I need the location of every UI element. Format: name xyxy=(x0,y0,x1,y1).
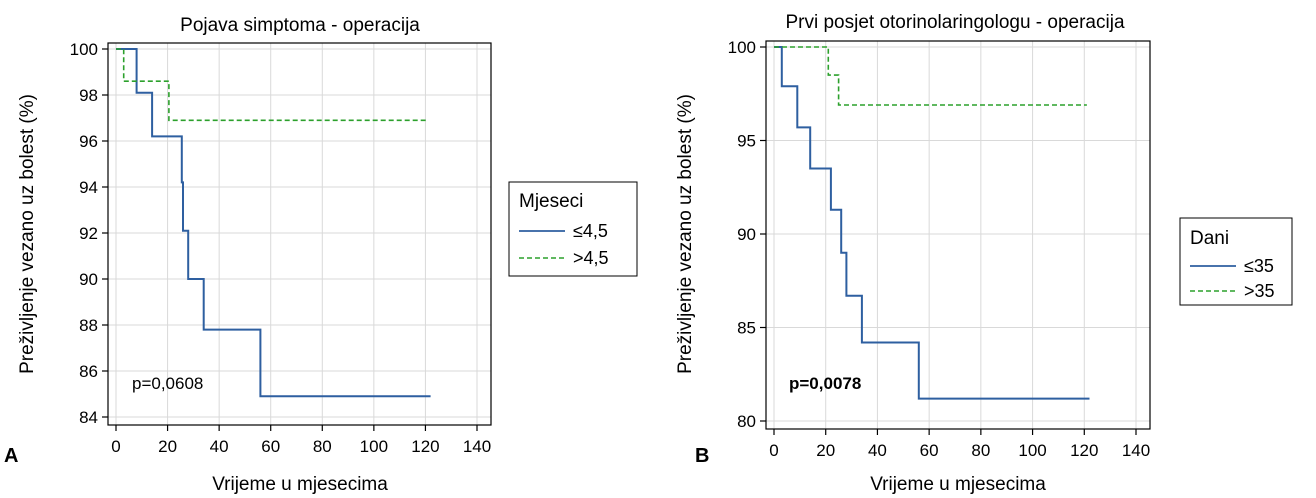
panel-b: Prvi posjet otorinolaringologu - operaci… xyxy=(675,12,1293,495)
y-tick-label: 85 xyxy=(737,319,756,338)
x-tick-label: 80 xyxy=(313,437,332,456)
plot-frame-b xyxy=(765,40,1151,430)
x-tick-label: 140 xyxy=(1122,441,1150,460)
y-tick-label: 100 xyxy=(728,38,756,57)
y-tick-label: 98 xyxy=(79,86,98,105)
series-line-b-2 xyxy=(774,46,1087,106)
legend-a: Mjeseci ≤4,5 >4,5 xyxy=(508,181,638,277)
legend-label-b-1: ≤35 xyxy=(1244,256,1274,276)
x-tick-label: 20 xyxy=(158,437,177,456)
legend-box-a xyxy=(508,181,638,277)
y-tick-label: 95 xyxy=(737,132,756,151)
legend-title-b: Dani xyxy=(1190,228,1229,249)
legend-title-a: Mjeseci xyxy=(519,191,583,212)
y-tick-label: 100 xyxy=(70,40,98,59)
x-tick-label: 120 xyxy=(1070,441,1098,460)
series-line-a-2 xyxy=(116,48,428,122)
panel-label-a: A xyxy=(4,445,18,467)
series-layer-a xyxy=(116,48,431,398)
ticks-b: 0 20 40 60 80 100 120 140 80 85 90 95 100 xyxy=(728,38,1151,460)
p-value-b: p=0,0078 xyxy=(789,374,861,393)
series-line-a-1 xyxy=(116,48,431,398)
legend-label-a-2: >4,5 xyxy=(573,248,609,268)
x-tick-label: 60 xyxy=(261,437,280,456)
x-tick-label: 0 xyxy=(769,441,778,460)
x-axis-label-a: Vrijeme u mjesecima xyxy=(212,474,388,495)
chart-title-b: Prvi posjet otorinolaringologu - operaci… xyxy=(785,12,1124,33)
y-tick-label: 80 xyxy=(737,412,756,431)
panel-label-b: B xyxy=(695,445,709,467)
x-tick-label: 0 xyxy=(111,437,120,456)
p-value-a: p=0,0608 xyxy=(132,374,203,393)
grid-a xyxy=(108,43,491,425)
y-tick-label: 86 xyxy=(79,362,98,381)
ticks-a: 0 20 40 60 80 100 120 140 84 86 88 90 92 94 96 98 100 xyxy=(70,40,492,456)
legend-b: Dani ≤35 >35 xyxy=(1179,217,1293,306)
x-tick-label: 40 xyxy=(210,437,229,456)
legend-label-a-1: ≤4,5 xyxy=(573,221,608,241)
x-tick-label: 80 xyxy=(971,441,990,460)
chart-title-a: Pojava simptoma - operacija xyxy=(180,15,420,36)
x-tick-label: 60 xyxy=(920,441,939,460)
y-tick-label: 88 xyxy=(79,316,98,335)
y-tick-label: 90 xyxy=(79,270,98,289)
x-tick-label: 40 xyxy=(868,441,887,460)
panel-a: Pojava simptoma - operacija 0 20 40 60 80 100… xyxy=(4,15,638,495)
series-layer-b xyxy=(774,46,1090,400)
x-tick-label: 100 xyxy=(1018,441,1046,460)
grid-b xyxy=(766,41,1150,429)
legend-label-b-2: >35 xyxy=(1244,281,1275,301)
y-tick-label: 84 xyxy=(79,408,98,427)
y-tick-label: 90 xyxy=(737,225,756,244)
y-axis-label-a: Preživljenje vezano uz bolest (%) xyxy=(17,94,38,374)
y-axis-label-b: Preživljenje vezano uz bolest (%) xyxy=(675,94,696,374)
x-axis-label-b: Vrijeme u mjesecima xyxy=(870,474,1046,495)
plot-frame-a xyxy=(107,42,492,426)
x-tick-label: 120 xyxy=(411,437,439,456)
y-tick-label: 96 xyxy=(79,132,98,151)
x-tick-label: 20 xyxy=(816,441,835,460)
y-tick-label: 94 xyxy=(79,178,98,197)
y-tick-label: 92 xyxy=(79,224,98,243)
x-tick-label: 140 xyxy=(463,437,491,456)
series-line-b-1 xyxy=(774,46,1090,400)
x-tick-label: 100 xyxy=(360,437,388,456)
